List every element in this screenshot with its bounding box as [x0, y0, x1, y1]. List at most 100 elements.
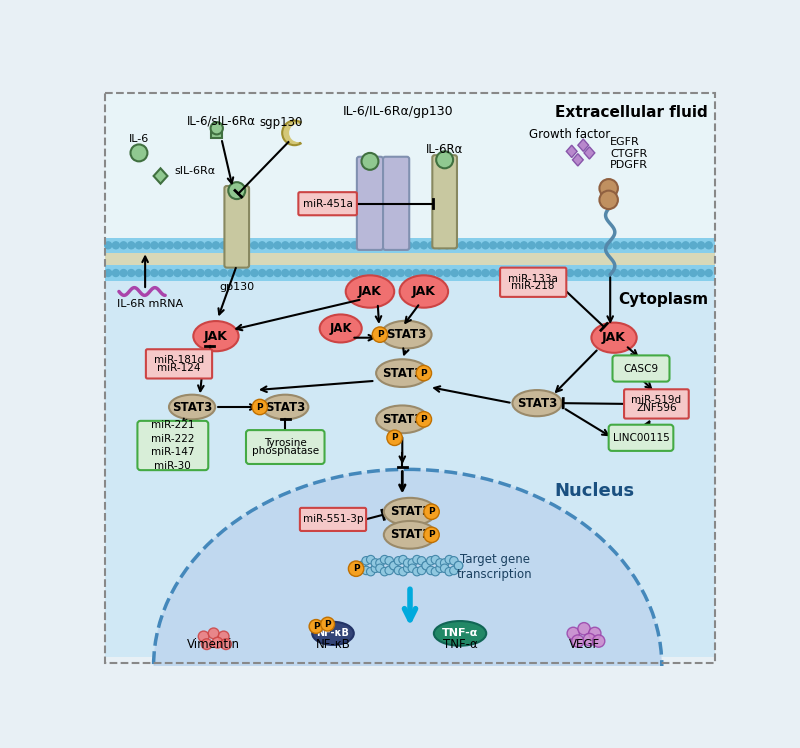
Circle shape: [436, 151, 453, 168]
Text: gp130: gp130: [219, 282, 254, 292]
Circle shape: [143, 242, 150, 249]
Circle shape: [358, 269, 366, 277]
Text: P: P: [313, 622, 319, 631]
Text: STAT3: STAT3: [390, 528, 430, 542]
Circle shape: [454, 562, 462, 570]
Text: IL-6/IL-6Rα/gp130: IL-6/IL-6Rα/gp130: [343, 105, 454, 118]
FancyBboxPatch shape: [105, 238, 715, 253]
Circle shape: [343, 269, 350, 277]
Circle shape: [424, 504, 439, 519]
Circle shape: [398, 269, 404, 277]
Circle shape: [228, 183, 246, 199]
Circle shape: [445, 568, 454, 576]
Text: IL-6: IL-6: [129, 134, 149, 144]
Circle shape: [351, 269, 358, 277]
Circle shape: [135, 242, 142, 249]
Circle shape: [413, 568, 421, 576]
Circle shape: [418, 566, 426, 574]
Circle shape: [405, 269, 412, 277]
Circle shape: [413, 242, 420, 249]
Ellipse shape: [400, 275, 448, 307]
Circle shape: [182, 242, 189, 249]
Text: miR-551-3p: miR-551-3p: [302, 515, 363, 524]
Circle shape: [358, 242, 366, 249]
Circle shape: [459, 242, 466, 249]
Circle shape: [706, 242, 712, 249]
Circle shape: [305, 242, 312, 249]
Text: NF-κB: NF-κB: [315, 637, 350, 651]
Circle shape: [431, 555, 440, 564]
Circle shape: [422, 562, 430, 570]
Polygon shape: [566, 145, 577, 158]
Circle shape: [428, 242, 435, 249]
Circle shape: [416, 366, 431, 381]
Text: Vimentin: Vimentin: [187, 637, 240, 651]
Circle shape: [651, 242, 658, 249]
Circle shape: [659, 269, 666, 277]
Circle shape: [212, 637, 223, 648]
Text: STAT3: STAT3: [265, 400, 306, 414]
Circle shape: [572, 635, 584, 647]
Ellipse shape: [591, 322, 637, 353]
Ellipse shape: [312, 622, 354, 645]
Circle shape: [202, 639, 212, 649]
Text: phosphatase: phosphatase: [252, 447, 319, 456]
Text: miR-222: miR-222: [151, 434, 194, 444]
Circle shape: [112, 269, 119, 277]
Circle shape: [321, 617, 334, 631]
Circle shape: [166, 269, 174, 277]
Circle shape: [382, 242, 389, 249]
Circle shape: [482, 269, 489, 277]
Circle shape: [112, 242, 119, 249]
Circle shape: [290, 242, 297, 249]
Circle shape: [380, 555, 389, 564]
Circle shape: [583, 634, 595, 646]
Text: P: P: [428, 530, 435, 539]
Text: sgp130: sgp130: [259, 116, 302, 129]
Circle shape: [362, 557, 370, 565]
Circle shape: [408, 559, 417, 567]
Circle shape: [305, 269, 312, 277]
Circle shape: [574, 269, 582, 277]
Circle shape: [158, 269, 166, 277]
Polygon shape: [573, 153, 583, 166]
Circle shape: [574, 242, 582, 249]
Circle shape: [371, 564, 379, 572]
Circle shape: [297, 269, 304, 277]
Text: P: P: [257, 402, 263, 411]
Circle shape: [351, 242, 358, 249]
Circle shape: [220, 269, 227, 277]
Circle shape: [366, 269, 374, 277]
Ellipse shape: [376, 359, 429, 387]
Circle shape: [436, 559, 444, 567]
Circle shape: [128, 242, 134, 249]
Circle shape: [521, 269, 527, 277]
Circle shape: [578, 622, 590, 635]
FancyBboxPatch shape: [383, 157, 410, 250]
Circle shape: [420, 242, 427, 249]
Circle shape: [682, 242, 689, 249]
Circle shape: [128, 269, 134, 277]
Circle shape: [258, 242, 266, 249]
Ellipse shape: [384, 498, 436, 526]
Text: STAT3: STAT3: [172, 400, 212, 414]
Circle shape: [190, 242, 196, 249]
Circle shape: [551, 242, 558, 249]
Ellipse shape: [320, 314, 362, 343]
Text: miR-147: miR-147: [151, 447, 194, 457]
Circle shape: [221, 639, 231, 649]
Circle shape: [399, 568, 407, 576]
Circle shape: [454, 562, 462, 570]
Circle shape: [394, 566, 402, 574]
Circle shape: [599, 179, 618, 197]
Circle shape: [252, 399, 267, 414]
Circle shape: [213, 242, 219, 249]
Circle shape: [266, 242, 274, 249]
Circle shape: [258, 269, 266, 277]
Text: Nucleus: Nucleus: [554, 482, 635, 500]
Text: CASC9: CASC9: [623, 364, 658, 373]
Circle shape: [213, 269, 219, 277]
Text: LINC00115: LINC00115: [613, 433, 670, 443]
Circle shape: [205, 269, 212, 277]
Circle shape: [474, 269, 482, 277]
